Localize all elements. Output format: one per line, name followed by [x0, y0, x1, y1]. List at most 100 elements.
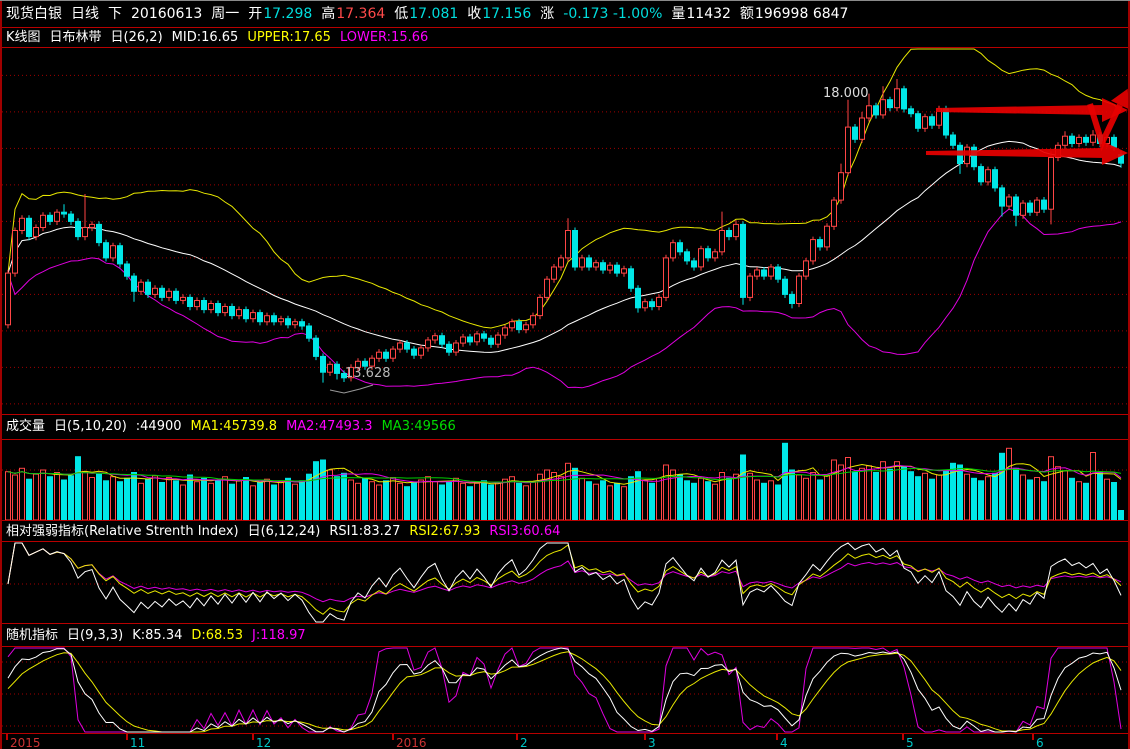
volume-bar: [782, 442, 788, 520]
vol-ma3: MA3:49566: [381, 419, 456, 434]
candle-body: [950, 134, 956, 146]
close-value: 17.156: [482, 6, 532, 22]
kdj-j-value: J:118.97: [251, 628, 306, 643]
change-value: -0.173 -1.00%: [563, 6, 663, 22]
candle-body: [229, 306, 235, 317]
volume-bar: [187, 474, 193, 520]
candle-body: [845, 126, 851, 174]
kdj-params: 日(9,3,3): [67, 628, 124, 643]
candle-body: [411, 348, 417, 356]
candle-body: [138, 281, 144, 292]
candle-body: [173, 290, 179, 301]
month-tick: [392, 734, 394, 740]
volume-bar: [257, 482, 263, 520]
candle-body: [208, 303, 214, 311]
volume-bar: [1027, 479, 1033, 520]
candle-body: [12, 230, 18, 274]
volume-bar: [579, 477, 585, 520]
candle-body: [320, 355, 326, 373]
volume-bar: [12, 474, 18, 520]
volume-bar: [271, 484, 277, 520]
window-border-left: [0, 1, 2, 749]
volume-bar: [460, 482, 466, 520]
candle-body: [516, 321, 522, 331]
axis-label: 2015: [10, 736, 41, 749]
volume-bar: [628, 476, 634, 520]
candle-body: [1034, 199, 1040, 213]
volume-bar: [1055, 466, 1061, 520]
candle-body: [782, 278, 788, 295]
volume-bar: [180, 484, 186, 520]
volume-bar: [663, 464, 669, 520]
volume-bar: [852, 471, 858, 520]
volume-bar: [117, 481, 123, 520]
main-candlestick-chart[interactable]: 18.000 13.628: [0, 48, 1130, 414]
candle-body: [124, 263, 130, 277]
window-border-right: [1128, 1, 1130, 749]
candle-body: [1090, 134, 1096, 143]
volume-bar: [838, 464, 844, 520]
boll-indicator-bar: K线图 日布林带 日(26,2) MID:16.65 UPPER:17.65 LOWER:…: [6, 28, 1126, 47]
volume-bar: [96, 473, 102, 520]
candle-body: [747, 275, 753, 298]
boll-lower-line: [7, 208, 1122, 389]
volume-bar: [810, 472, 816, 520]
volume-ma1-line: [7, 463, 1122, 485]
candle-body: [768, 266, 774, 277]
candle-body: [376, 351, 382, 359]
volume-bar: [698, 477, 704, 520]
month-tick: [1032, 734, 1034, 740]
candle-body: [600, 262, 606, 271]
candle-body: [397, 342, 403, 350]
volume-bar: [1062, 470, 1068, 520]
candle-body: [131, 275, 137, 292]
volume-bar: [950, 462, 956, 520]
candle-body: [838, 172, 844, 201]
volume-bar: [558, 476, 564, 520]
volume-bar: [894, 461, 900, 520]
candle-body: [355, 360, 361, 368]
volume-bar: [845, 457, 851, 520]
volume-bar: [348, 479, 354, 520]
volume-bar: [411, 482, 417, 520]
volume-bar: [404, 486, 410, 520]
volume-bar: [292, 483, 298, 520]
open-value: 17.298: [263, 6, 313, 22]
candle-body: [306, 325, 312, 339]
volume-bar: [635, 471, 641, 520]
volume-bar: [362, 477, 368, 520]
volume-bar: [481, 480, 487, 520]
candle-body: [705, 248, 711, 259]
candle-body: [145, 281, 151, 295]
volume-bar: [964, 473, 970, 520]
candle-body: [474, 333, 480, 343]
candle-body: [481, 333, 487, 339]
kdj-chart[interactable]: [0, 647, 1130, 733]
volume-header: 成交量 日(5,10,20):44900 MA1:45739.8 MA2:47493.…: [6, 415, 1126, 438]
candle-body: [383, 351, 389, 359]
volume-bar: [75, 456, 81, 520]
candle-body: [558, 257, 564, 268]
time-axis[interactable]: 2015 11 12 2016 2 3 4 5 6: [0, 734, 1130, 749]
candle-body: [1013, 196, 1019, 216]
rsi-chart[interactable]: [0, 542, 1130, 623]
volume-bar: [313, 461, 319, 520]
volume-chart[interactable]: [0, 440, 1130, 520]
candle-body: [754, 269, 760, 277]
candle-body: [278, 318, 284, 323]
candle-body: [789, 293, 795, 304]
volume-bar: [474, 482, 480, 520]
volume-bar: [250, 485, 256, 520]
axis-label: 5: [906, 736, 914, 749]
volume-bar: [677, 474, 683, 520]
candle-body: [684, 251, 690, 262]
volume-bar: [432, 481, 438, 520]
volume-bar: [397, 482, 403, 520]
rsi-pane-bottom-border: [0, 623, 1130, 624]
volume-bar: [880, 461, 886, 520]
candle-body: [89, 223, 95, 228]
volume-bar: [572, 467, 578, 520]
kdj-j-line: [7, 647, 1122, 733]
candle-body: [432, 335, 438, 341]
volume-bar: [5, 471, 11, 520]
